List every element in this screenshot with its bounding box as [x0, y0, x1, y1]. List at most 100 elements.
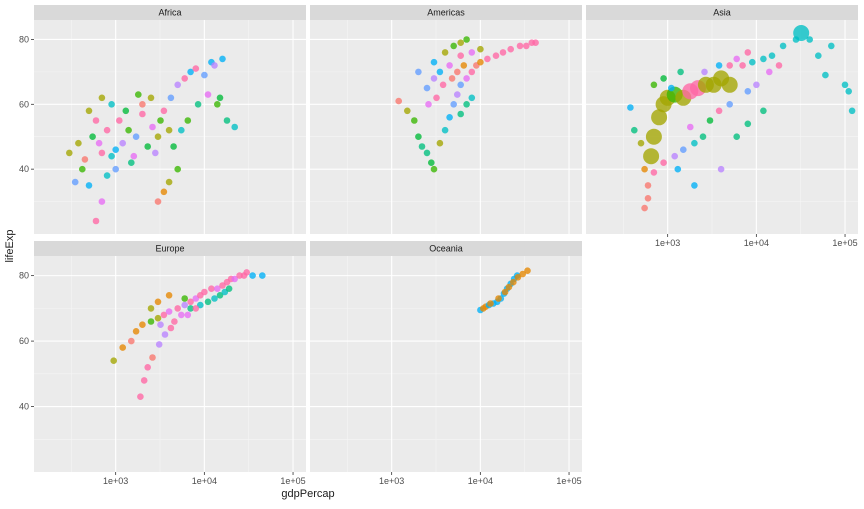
data-point: [170, 143, 177, 150]
data-point: [110, 357, 117, 365]
data-point: [651, 109, 668, 126]
data-point: [112, 146, 119, 153]
data-point: [687, 123, 694, 131]
data-point: [454, 91, 461, 98]
data-point: [165, 126, 173, 134]
x-tick-label: 1e+03: [379, 476, 404, 486]
data-point: [766, 68, 773, 76]
data-point: [178, 126, 185, 134]
data-point: [214, 101, 221, 108]
data-point: [161, 331, 169, 338]
data-point: [194, 101, 202, 108]
data-point: [140, 377, 148, 384]
data-point: [95, 139, 103, 147]
data-point: [139, 321, 146, 329]
data-point: [92, 117, 100, 124]
data-point: [108, 152, 115, 160]
data-point: [514, 274, 522, 281]
data-point: [660, 159, 667, 166]
data-point: [726, 101, 733, 108]
data-point: [411, 117, 418, 124]
data-point: [433, 94, 440, 102]
data-point: [739, 62, 746, 69]
data-point: [89, 133, 96, 140]
data-point: [441, 49, 449, 56]
data-point: [457, 52, 465, 59]
data-point: [125, 126, 132, 134]
data-point: [457, 39, 465, 46]
data-point: [132, 328, 140, 335]
data-point: [157, 117, 164, 124]
data-point: [103, 126, 111, 134]
data-point: [98, 198, 106, 205]
data-point: [418, 143, 426, 150]
data-point: [81, 156, 89, 163]
data-point: [828, 42, 835, 50]
x-tick-label: 1e+04: [192, 476, 217, 486]
data-point: [680, 146, 687, 153]
data-point: [231, 123, 238, 131]
data-point: [201, 288, 208, 296]
data-point: [668, 84, 675, 92]
data-point: [204, 298, 212, 306]
data-point: [468, 49, 476, 56]
facet-strip: [586, 5, 858, 20]
data-point: [768, 52, 776, 59]
data-point: [139, 101, 146, 108]
data-point: [116, 117, 123, 124]
data-point: [211, 295, 218, 302]
data-point: [643, 148, 660, 165]
data-point: [249, 272, 256, 279]
data-point: [726, 62, 733, 69]
data-point: [119, 139, 126, 147]
data-point: [192, 305, 200, 312]
data-point: [487, 300, 494, 307]
data-point: [204, 91, 212, 98]
data-point: [457, 110, 465, 118]
y-tick-label: 40: [19, 164, 29, 174]
data-point: [219, 55, 226, 63]
data-point: [650, 81, 658, 89]
data-point: [184, 117, 192, 124]
data-point: [160, 188, 168, 196]
y-tick-label: 40: [19, 402, 29, 412]
data-point: [66, 149, 73, 157]
data-point: [650, 169, 658, 176]
data-point: [715, 107, 723, 115]
data-point: [806, 36, 813, 43]
data-point: [691, 182, 698, 189]
data-point: [706, 117, 714, 124]
data-point: [181, 301, 188, 309]
data-point: [259, 272, 266, 279]
data-point: [147, 94, 155, 102]
data-point: [430, 58, 438, 66]
x-tick-label: 1e+04: [744, 238, 769, 248]
data-point: [71, 178, 79, 186]
data-point: [187, 305, 194, 312]
data-point: [744, 120, 752, 128]
data-point: [463, 75, 470, 82]
data-point: [152, 149, 159, 157]
data-point: [174, 81, 181, 89]
data-point: [845, 88, 852, 95]
facet-panel-asia: Asia 1e+03 1e+04 1e+05: [586, 5, 858, 248]
data-point: [154, 314, 162, 322]
facet-strip-label: Africa: [158, 8, 181, 18]
data-point: [450, 42, 458, 50]
data-point: [130, 152, 138, 160]
data-point: [395, 97, 403, 105]
data-point: [815, 52, 822, 59]
data-point: [149, 354, 156, 361]
data-point: [510, 278, 517, 286]
data-point: [848, 107, 856, 115]
data-point: [499, 49, 507, 56]
x-tick-label: 1e+05: [556, 476, 581, 486]
facet-panel-oceania: Oceania 1e+03 1e+04 1e+05: [310, 241, 582, 486]
data-point: [519, 270, 526, 278]
data-point: [637, 139, 645, 147]
data-point: [436, 139, 444, 147]
data-point: [165, 292, 173, 299]
data-point: [775, 62, 783, 69]
data-point: [460, 62, 468, 69]
